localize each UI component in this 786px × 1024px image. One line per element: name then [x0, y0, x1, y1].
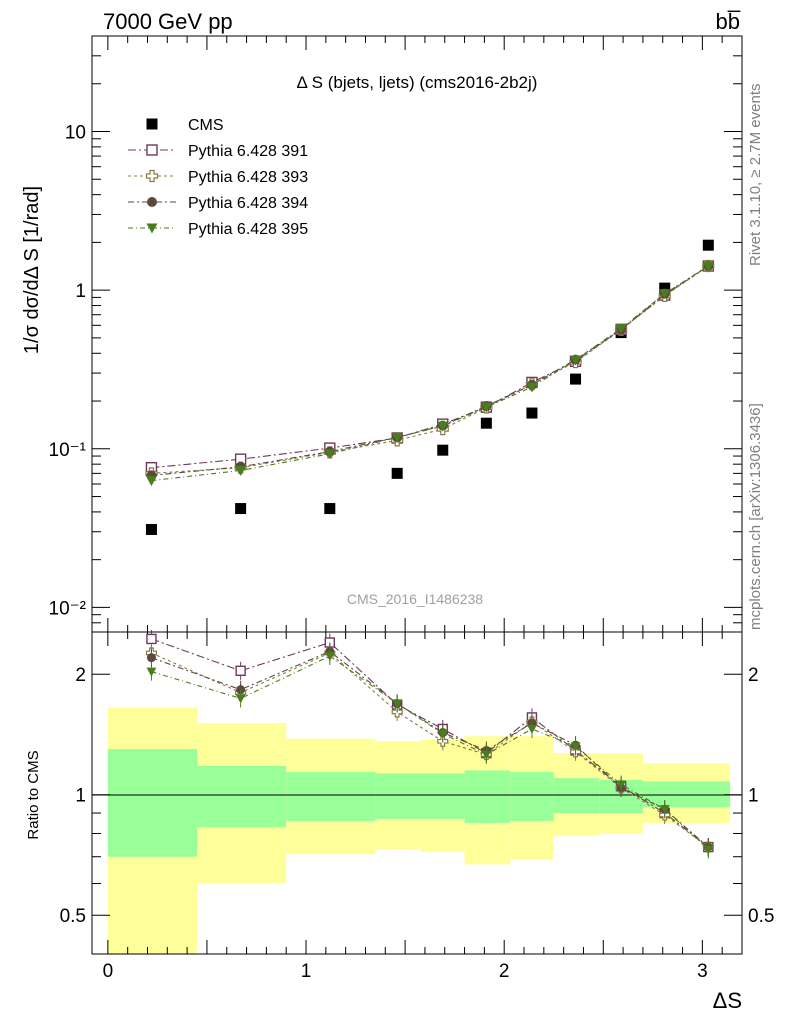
ratio-band-green-9	[642, 781, 731, 808]
ratio-band-green-2	[286, 771, 376, 821]
ratio-band-green-5	[464, 770, 511, 823]
ratio-point-2-0	[146, 653, 156, 663]
x-tick-label-1: 1	[301, 961, 312, 982]
lower-y-tick-label-1: 1	[75, 786, 86, 807]
series-line-1	[151, 265, 709, 469]
lower-y-tick-label-2: 2	[75, 665, 86, 686]
x-axis-label: ΔS	[713, 988, 742, 1013]
data-point-4-6	[526, 382, 538, 393]
upper-y-tick-label-3: 10	[65, 123, 86, 144]
legend-label-2: Pythia 6.428 393	[188, 169, 308, 186]
legend-marker-4	[146, 223, 158, 234]
data-point-0-3	[391, 467, 403, 479]
ratio-point-3-7	[570, 742, 581, 752]
data-point-4-0	[145, 476, 157, 487]
legend-label-4: Pythia 6.428 395	[188, 221, 308, 238]
lower-y-tick-label-right-1: 1	[748, 786, 759, 807]
ratio-band-green-0	[107, 749, 198, 857]
data-point-0-0	[145, 523, 157, 535]
data-point-4-1	[235, 465, 247, 476]
data-point-0-9	[659, 282, 671, 294]
x-tick-label-2: 2	[499, 961, 510, 982]
upper-y-axis-label: 1/σ dσ/dΔ S [1/rad]	[21, 186, 43, 354]
ratio-point-3-0	[146, 667, 157, 677]
ratio-band-green-3	[375, 773, 421, 819]
upper-y-tick-label-0: 10⁻²	[49, 598, 87, 619]
legend-marker-1	[146, 144, 158, 156]
header-right: bb̅	[716, 9, 741, 34]
legend-marker-0	[146, 118, 158, 130]
upper-y-tick-label-1: 10⁻¹	[49, 440, 87, 461]
ratio-band-green-7	[553, 778, 600, 814]
legend-label-0: CMS	[188, 117, 224, 134]
ratio-line-3	[151, 655, 709, 850]
data-point-4-9	[659, 289, 671, 300]
ratio-point-3-3	[392, 699, 403, 709]
ratio-band-green-1	[197, 765, 287, 828]
data-point-4-10	[702, 261, 714, 272]
data-point-4-7	[570, 355, 582, 366]
legend-label-3: Pythia 6.428 394	[188, 195, 308, 212]
data-point-4-4	[437, 421, 449, 432]
ratio-band-green-6	[510, 771, 554, 821]
data-point-4-5	[480, 402, 492, 413]
series-line-2	[151, 265, 709, 474]
data-point-0-6	[526, 407, 538, 419]
chart-title: Δ S (bjets, ljets) (cms2016-2b2j)	[297, 73, 538, 92]
ratio-point-0-1	[235, 665, 246, 676]
data-point-0-4	[437, 444, 449, 456]
side-label-bottom: mcplots.cern.ch [arXiv:1306.3436]	[747, 403, 764, 630]
lower-y-axis-label: Ratio to CMS	[25, 750, 42, 839]
data-point-4-8	[615, 323, 627, 334]
x-tick-label-3: 3	[697, 961, 708, 982]
data-point-4-3	[391, 432, 403, 443]
lower-y-tick-label-right-0: 0.5	[748, 906, 774, 927]
ratio-point-3-8	[616, 780, 627, 790]
legend-marker-2	[145, 169, 159, 183]
data-point-0-2	[324, 503, 336, 515]
data-point-0-7	[570, 373, 582, 385]
watermark: CMS_2016_I1486238	[347, 591, 483, 607]
series-line-4	[151, 266, 709, 482]
ratio-point-0-0	[146, 633, 157, 645]
ratio-point-3-4	[437, 729, 448, 739]
legend-marker-3	[147, 197, 157, 207]
data-point-4-2	[324, 449, 336, 460]
ratio-point-3-2	[324, 652, 335, 662]
lower-frame	[91, 631, 743, 955]
lower-y-tick-label-right-2: 2	[748, 665, 759, 686]
ratio-point-3-10	[703, 845, 714, 855]
ratio-band-green-4	[420, 773, 465, 819]
header-left: 7000 GeV pp	[103, 9, 233, 34]
data-point-0-5	[480, 417, 492, 429]
x-tick-label-0: 0	[103, 961, 114, 982]
ratio-point-3-6	[526, 724, 537, 734]
data-point-0-1	[235, 503, 247, 515]
lower-y-tick-label-0: 0.5	[60, 906, 86, 927]
ratio-point-3-1	[235, 694, 246, 704]
ratio-point-3-9	[659, 805, 670, 815]
series-line-3	[151, 265, 709, 476]
legend-label-1: Pythia 6.428 391	[188, 143, 308, 160]
side-label-top: Rivet 3.1.10, ≥ 2.7M events	[747, 84, 764, 267]
data-point-0-10	[702, 239, 714, 251]
ratio-point-3-5	[481, 750, 492, 760]
upper-y-tick-label-2: 1	[75, 281, 86, 302]
